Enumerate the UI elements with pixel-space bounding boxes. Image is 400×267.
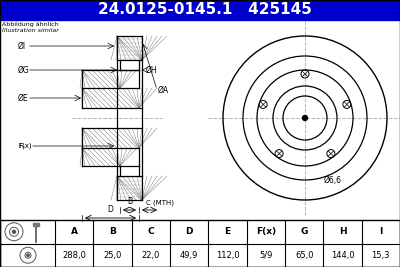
Bar bbox=[0, 0, 400, 20]
Bar bbox=[0, 220, 400, 267]
Text: ØA: ØA bbox=[158, 85, 169, 95]
Text: I: I bbox=[379, 227, 382, 236]
Text: 65,0: 65,0 bbox=[295, 251, 314, 260]
Text: B: B bbox=[127, 197, 132, 206]
Circle shape bbox=[12, 230, 16, 233]
Text: ØH: ØH bbox=[146, 65, 158, 74]
Text: C (MTH): C (MTH) bbox=[146, 199, 174, 206]
Text: D: D bbox=[186, 227, 193, 236]
Text: 49,9: 49,9 bbox=[180, 251, 198, 260]
Text: B: B bbox=[109, 227, 116, 236]
Text: H: H bbox=[339, 227, 346, 236]
Text: 24.0125-0145.1   425145: 24.0125-0145.1 425145 bbox=[98, 2, 312, 18]
Text: E: E bbox=[224, 227, 230, 236]
Circle shape bbox=[27, 254, 29, 256]
Text: F(x): F(x) bbox=[18, 143, 32, 149]
Text: ØE: ØE bbox=[18, 93, 29, 103]
Text: F(x): F(x) bbox=[256, 227, 276, 236]
Text: C: C bbox=[148, 227, 154, 236]
Circle shape bbox=[302, 116, 308, 120]
Text: Abbildung ähnlich: Abbildung ähnlich bbox=[2, 22, 59, 27]
Text: 288,0: 288,0 bbox=[62, 251, 86, 260]
Text: Ø6,6: Ø6,6 bbox=[324, 175, 342, 184]
Text: 5/9: 5/9 bbox=[259, 251, 272, 260]
Text: 25,0: 25,0 bbox=[103, 251, 122, 260]
Text: ØI: ØI bbox=[18, 41, 26, 50]
Text: ØG: ØG bbox=[18, 65, 30, 74]
Text: D: D bbox=[108, 205, 114, 214]
Text: Illustration similar: Illustration similar bbox=[2, 28, 59, 33]
Text: 112,0: 112,0 bbox=[216, 251, 239, 260]
Text: 144,0: 144,0 bbox=[331, 251, 354, 260]
Text: 15,3: 15,3 bbox=[372, 251, 390, 260]
Text: 22,0: 22,0 bbox=[142, 251, 160, 260]
Text: A: A bbox=[71, 227, 78, 236]
Bar bbox=[33, 223, 39, 226]
Text: Fₓ: Fₓ bbox=[18, 143, 25, 149]
Text: G: G bbox=[300, 227, 308, 236]
